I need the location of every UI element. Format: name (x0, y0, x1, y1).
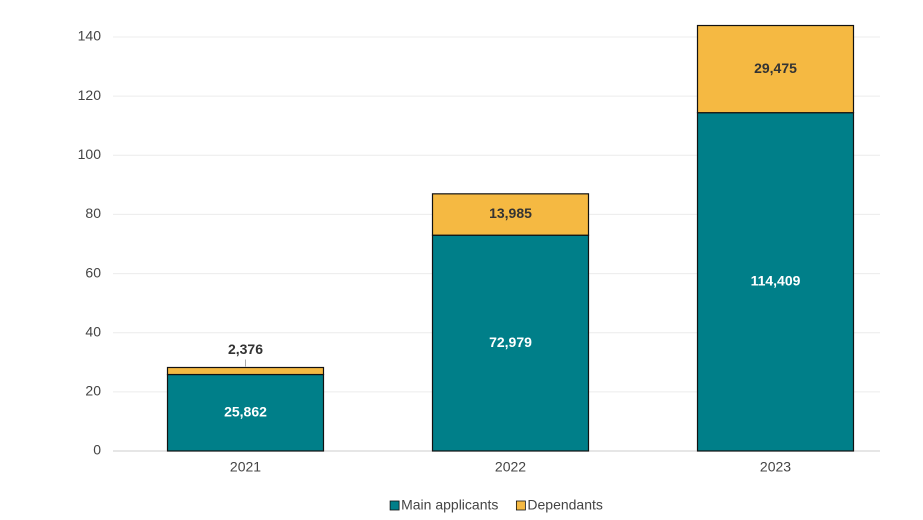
data-label: 13,985 (489, 205, 532, 221)
bar-segment (696, 112, 855, 452)
x-tick-label: 2023 (760, 459, 791, 475)
bar-segment (431, 193, 590, 236)
x-tick-label: 2022 (495, 459, 526, 475)
legend-swatch (389, 500, 400, 511)
legend-label: Dependants (527, 497, 603, 513)
data-label: 2,376 (228, 341, 263, 357)
bar-segment (166, 366, 325, 376)
data-label: 72,979 (489, 334, 532, 350)
y-tick-label: 100 (78, 146, 102, 162)
bar-segment (696, 24, 855, 114)
legend-label: Main applicants (401, 497, 498, 513)
y-tick-label: 40 (85, 323, 101, 339)
data-label: 114,409 (751, 273, 801, 289)
data-label: 29,475 (754, 60, 797, 76)
x-tick-label: 2021 (230, 459, 261, 475)
y-tick-label: 80 (85, 205, 101, 221)
bar-segment (431, 234, 590, 452)
y-tick-label: 120 (78, 87, 102, 103)
y-tick-label: 0 (93, 442, 101, 458)
y-tick-label: 140 (78, 28, 102, 44)
y-tick-label: 20 (85, 383, 101, 399)
legend-swatch (515, 500, 526, 511)
bar-segment (166, 373, 325, 452)
legend: Main applicants Dependants (389, 497, 603, 513)
y-tick-label: 60 (85, 264, 101, 280)
data-label: 25,862 (224, 403, 267, 419)
